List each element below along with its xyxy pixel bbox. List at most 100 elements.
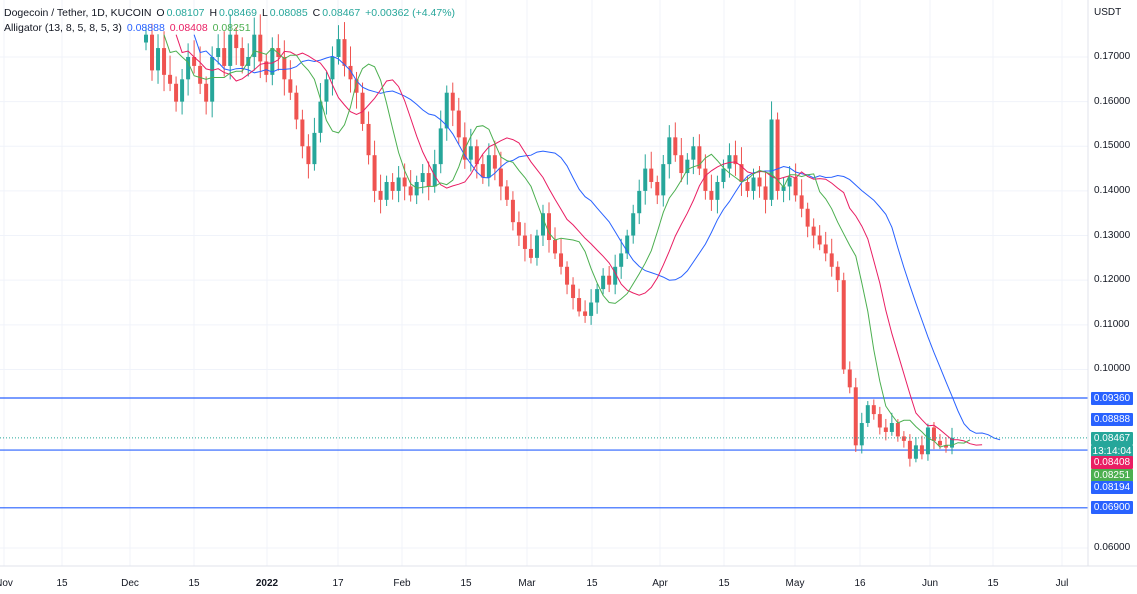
candle-body xyxy=(631,213,636,236)
candle-body xyxy=(835,266,840,281)
time-tick-label: Mar xyxy=(518,578,536,589)
horizontal-lines xyxy=(0,397,1088,509)
candle-body xyxy=(751,177,756,191)
candle-body xyxy=(228,34,233,66)
candle-body xyxy=(805,208,810,227)
candle-body xyxy=(300,119,305,147)
candle-body xyxy=(733,155,738,165)
candle-body xyxy=(234,34,239,49)
candle-body xyxy=(168,74,173,84)
candle-body xyxy=(661,164,666,196)
candle-body xyxy=(186,57,191,80)
candle-body xyxy=(679,155,684,174)
candle-body xyxy=(150,34,155,71)
time-tick-label: 16 xyxy=(854,578,866,589)
candle-body xyxy=(937,440,942,446)
candle-body xyxy=(565,266,570,285)
time-tick-label: 15 xyxy=(188,578,200,589)
candle-body xyxy=(553,240,558,254)
candle-body xyxy=(853,387,858,446)
candle-body xyxy=(306,146,311,165)
candle-body xyxy=(318,101,323,133)
high-value: 0.08469 xyxy=(219,7,258,19)
candle-body xyxy=(619,253,624,267)
price-tick-label: 0.12000 xyxy=(1094,274,1131,286)
time-tick-label: 15 xyxy=(460,578,472,589)
candle-body xyxy=(607,275,612,285)
candle-body xyxy=(444,92,449,129)
candle-body xyxy=(468,146,473,160)
price-tick-label: 0.15000 xyxy=(1094,140,1131,152)
candle-body xyxy=(180,79,185,102)
candle-body xyxy=(613,266,618,285)
candle-body xyxy=(162,48,167,75)
candle-body xyxy=(510,199,515,223)
hline-mid-badge: 0.08194 xyxy=(1091,481,1133,494)
candle-body xyxy=(823,244,828,254)
candle-body xyxy=(667,137,672,165)
time-tick-label: Nov xyxy=(0,578,13,589)
candle-body xyxy=(559,253,564,267)
time-tick-label: Jun xyxy=(921,578,939,589)
candle-body xyxy=(625,235,630,254)
time-tick-label: Apr xyxy=(652,578,668,589)
jaw-badge: 0.08888 xyxy=(1091,413,1133,426)
open-value: 0.08107 xyxy=(166,7,205,19)
candle-body xyxy=(721,168,726,182)
candle-body xyxy=(216,48,221,57)
time-tick-label: 15 xyxy=(586,578,598,589)
price-tick-label: 0.17000 xyxy=(1094,51,1131,62)
price-tick-label: 0.10000 xyxy=(1094,363,1131,375)
candle-body xyxy=(871,405,876,415)
candle-body xyxy=(408,186,413,196)
candle-body xyxy=(534,235,539,258)
candle-body xyxy=(889,423,894,432)
candle-body xyxy=(522,235,527,249)
candle-body xyxy=(763,186,768,200)
candle-body xyxy=(883,427,888,432)
candle-body xyxy=(655,181,660,196)
candle-body xyxy=(913,445,918,459)
time-tick-label: 2022 xyxy=(255,578,279,589)
candle-body xyxy=(901,436,906,441)
candle-body xyxy=(492,155,497,169)
price-tick-label: 0.13000 xyxy=(1094,229,1131,241)
candle-body xyxy=(438,128,443,165)
candle-body xyxy=(715,181,720,200)
candle-body xyxy=(703,168,708,191)
candle-body xyxy=(907,440,912,459)
alligator-teeth-line xyxy=(175,34,983,446)
candle-body xyxy=(474,146,479,165)
candle-body xyxy=(787,177,792,187)
hline-top-badge: 0.09360 xyxy=(1091,392,1133,405)
candle-body xyxy=(480,164,485,178)
candle-body xyxy=(769,119,774,200)
price-tick-label: 0.06000 xyxy=(1094,542,1131,553)
candle-body xyxy=(450,92,455,111)
alligator-lips-line xyxy=(163,34,971,448)
candle-body xyxy=(877,414,882,428)
price-tick-label: 0.11000 xyxy=(1094,318,1130,330)
chart-grid xyxy=(0,0,1088,566)
candle-body xyxy=(931,427,936,441)
candle-body xyxy=(294,92,299,120)
high-label: H xyxy=(209,7,218,19)
price-tick-label: 0.14000 xyxy=(1094,184,1131,196)
symbol-title: Dogecoin / Tether, 1D, KUCOIN xyxy=(4,7,152,19)
candle-body xyxy=(354,79,359,93)
candle-body xyxy=(528,248,533,258)
teeth-legend-value: 0.08408 xyxy=(169,22,208,34)
low-value: 0.08085 xyxy=(269,7,308,19)
candle-body xyxy=(811,226,816,236)
candle-body xyxy=(829,253,834,267)
time-tick-label: 15 xyxy=(56,578,68,589)
candle-body xyxy=(324,79,329,102)
alligator-label: Alligator (13, 8, 5, 8, 5, 3) xyxy=(4,22,122,34)
symbol-legend: Dogecoin / Tether, 1D, KUCOIN O 0.08107 H… xyxy=(4,7,457,19)
close-label: C xyxy=(312,7,321,19)
candle-body xyxy=(841,280,846,370)
open-label: O xyxy=(156,7,165,19)
candle-body xyxy=(420,173,425,182)
candle-body xyxy=(210,57,215,102)
